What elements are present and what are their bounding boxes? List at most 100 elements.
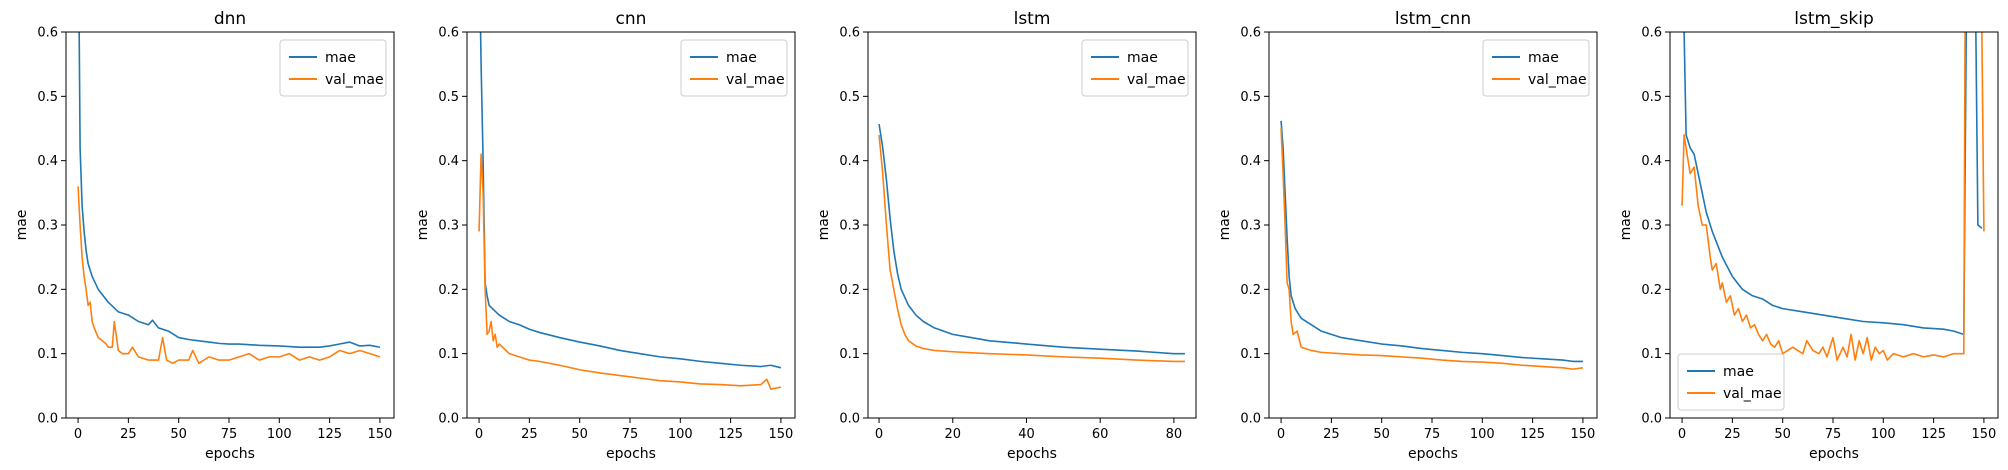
legend-label-val_mae: val_mae <box>1528 72 1587 88</box>
y-tick-label: 0.6 <box>438 26 459 41</box>
y-tick-label: 0.5 <box>1641 90 1662 105</box>
y-tick-label: 0.1 <box>1641 347 1662 362</box>
x-axis-label: epochs <box>1408 446 1458 462</box>
y-tick-label: 0.5 <box>839 90 860 105</box>
x-tick-label: 125 <box>1921 427 1946 442</box>
y-tick-label: 0.2 <box>438 283 459 298</box>
x-tick-label: 80 <box>1166 427 1183 442</box>
x-tick-label: 0 <box>1277 427 1285 442</box>
y-tick-label: 0.4 <box>37 154 58 169</box>
legend-label-mae: mae <box>1528 50 1559 66</box>
x-tick-label: 150 <box>1972 427 1997 442</box>
y-tick-label: 0.0 <box>438 412 459 427</box>
x-tick-label: 150 <box>368 427 393 442</box>
x-tick-label: 100 <box>668 427 693 442</box>
x-tick-label: 75 <box>221 427 238 442</box>
legend-label-val_mae: val_mae <box>1723 386 1782 402</box>
series-line-val_mae <box>1681 32 1985 361</box>
x-tick-label: 125 <box>718 427 743 442</box>
y-tick-label: 0.6 <box>839 26 860 41</box>
y-axis-label: mae <box>1618 210 1634 241</box>
y-tick-label: 0.6 <box>37 26 58 41</box>
legend-label-mae: mae <box>1723 364 1754 380</box>
x-tick-label: 50 <box>1373 427 1390 442</box>
y-tick-label: 0.1 <box>37 347 58 362</box>
legend-box <box>1677 353 1785 411</box>
chart-panel-dnn: 0 25 50 75 100 125 150 0.0 0.1 0.2 0.3 0.4 0.5 0.6 epo… <box>14 9 395 462</box>
x-tick-label: 50 <box>571 427 588 442</box>
y-tick-label: 0.3 <box>1641 219 1662 234</box>
chart-title: dnn <box>214 9 246 29</box>
y-tick-label: 0.1 <box>1240 347 1261 362</box>
x-tick-label: 25 <box>521 427 538 442</box>
legend: mae val_mae <box>1081 39 1189 97</box>
legend-label-mae: mae <box>726 50 757 66</box>
chart-panel-lstm: 0 20 40 60 80 0.0 0.1 0.2 0.3 0.4 0.5 0.6 epochs mae l… <box>816 9 1197 462</box>
legend-label-val_mae: val_mae <box>325 72 384 88</box>
x-tick-label: 0 <box>875 427 883 442</box>
y-tick-label: 0.0 <box>1641 412 1662 427</box>
x-tick-label: 25 <box>1323 427 1340 442</box>
chart-panel-lstm_cnn: 0 25 50 75 100 125 150 0.0 0.1 0.2 0.3 0.4 0.5 0.6 epo… <box>1217 9 1598 462</box>
y-tick-label: 0.5 <box>438 90 459 105</box>
y-axis-label: mae <box>1217 210 1233 241</box>
series-line-val_mae <box>1280 128 1584 370</box>
x-tick-label: 25 <box>120 427 137 442</box>
legend-box <box>1482 39 1590 97</box>
y-tick-label: 0.6 <box>1240 26 1261 41</box>
y-tick-label: 0.3 <box>438 219 459 234</box>
legend: mae val_mae <box>1677 353 1785 411</box>
series-line-mae <box>78 32 381 349</box>
y-tick-label: 0.2 <box>1641 283 1662 298</box>
x-tick-label: 125 <box>1520 427 1545 442</box>
legend-label-val_mae: val_mae <box>1127 72 1186 88</box>
y-axis-label: mae <box>816 210 832 241</box>
x-tick-label: 0 <box>74 427 82 442</box>
y-tick-label: 0.0 <box>37 412 58 427</box>
x-tick-label: 50 <box>1774 427 1791 442</box>
x-tick-label: 20 <box>944 427 961 442</box>
y-tick-label: 0.5 <box>1240 90 1261 105</box>
x-tick-label: 100 <box>267 427 292 442</box>
series-line-val_mae <box>478 153 782 390</box>
legend-box <box>680 39 788 97</box>
legend: mae val_mae <box>1482 39 1590 97</box>
y-tick-label: 0.2 <box>1240 283 1261 298</box>
legend-box <box>279 39 387 97</box>
x-tick-label: 25 <box>1724 427 1741 442</box>
y-axis-label: mae <box>415 210 431 241</box>
legend-label-val_mae: val_mae <box>726 72 785 88</box>
y-tick-label: 0.0 <box>1240 412 1261 427</box>
x-axis-label: epochs <box>205 446 255 462</box>
x-tick-label: 100 <box>1470 427 1495 442</box>
y-tick-label: 0.5 <box>37 90 58 105</box>
chart-title: lstm <box>1014 9 1051 29</box>
series-line-mae <box>479 32 782 369</box>
y-tick-label: 0.2 <box>839 283 860 298</box>
x-tick-label: 75 <box>1424 427 1441 442</box>
y-tick-label: 0.1 <box>438 347 459 362</box>
y-tick-label: 0.4 <box>1240 154 1261 169</box>
y-tick-label: 0.4 <box>839 154 860 169</box>
x-axis-label: epochs <box>606 446 656 462</box>
y-tick-label: 0.3 <box>839 219 860 234</box>
y-tick-label: 0.4 <box>1641 154 1662 169</box>
y-axis-label: mae <box>14 210 30 241</box>
x-tick-label: 75 <box>1825 427 1842 442</box>
y-tick-label: 0.6 <box>1641 26 1662 41</box>
x-tick-label: 150 <box>769 427 794 442</box>
x-tick-label: 40 <box>1018 427 1035 442</box>
x-tick-label: 100 <box>1871 427 1896 442</box>
series-line-mae <box>878 123 1185 355</box>
chart-title: lstm_skip <box>1794 9 1874 29</box>
series-line-val_mae <box>77 186 381 365</box>
legend: mae val_mae <box>279 39 387 97</box>
legend: mae val_mae <box>680 39 788 97</box>
chart-title: cnn <box>616 9 647 29</box>
chart-title: lstm_cnn <box>1395 9 1471 29</box>
series-line-mae <box>1683 32 1983 336</box>
x-axis-label: epochs <box>1809 446 1859 462</box>
series-line-val_mae <box>878 134 1185 363</box>
y-tick-label: 0.4 <box>438 154 459 169</box>
